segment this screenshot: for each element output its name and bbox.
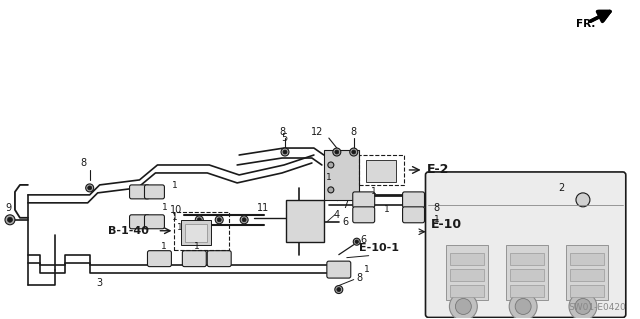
Circle shape (456, 299, 471, 315)
Bar (451, 285, 484, 297)
Bar (510, 285, 544, 297)
Circle shape (335, 286, 343, 293)
Circle shape (281, 148, 289, 156)
Circle shape (8, 217, 12, 222)
Text: 12: 12 (310, 127, 323, 137)
Circle shape (195, 216, 204, 224)
Text: E-2: E-2 (426, 163, 449, 176)
FancyBboxPatch shape (145, 215, 164, 229)
Bar (451, 253, 484, 265)
FancyBboxPatch shape (129, 185, 150, 199)
Bar (359, 155, 404, 185)
Text: 3: 3 (97, 278, 102, 287)
Bar (451, 269, 484, 281)
FancyBboxPatch shape (426, 172, 626, 317)
Text: 9: 9 (5, 203, 11, 213)
Text: 4: 4 (334, 210, 340, 220)
FancyBboxPatch shape (353, 192, 374, 208)
FancyBboxPatch shape (129, 215, 150, 229)
Circle shape (355, 240, 358, 243)
Circle shape (283, 150, 287, 154)
Circle shape (197, 218, 202, 222)
Text: 1: 1 (172, 182, 178, 190)
Text: 5: 5 (281, 133, 287, 143)
Circle shape (337, 287, 340, 292)
Text: 1: 1 (161, 242, 166, 251)
Text: 1: 1 (161, 203, 167, 212)
Text: 8: 8 (356, 272, 363, 283)
Circle shape (333, 148, 340, 156)
Text: 1: 1 (364, 265, 369, 274)
Text: 1: 1 (433, 215, 439, 224)
Bar (570, 285, 604, 297)
Circle shape (353, 238, 360, 245)
Circle shape (352, 150, 356, 154)
Circle shape (242, 218, 246, 222)
Text: 8: 8 (351, 127, 357, 137)
Circle shape (328, 187, 334, 193)
Circle shape (575, 299, 591, 315)
Bar (506, 245, 548, 300)
Circle shape (335, 150, 339, 154)
Circle shape (215, 216, 223, 224)
Bar (570, 253, 604, 265)
Bar (510, 253, 544, 265)
Text: 1: 1 (371, 187, 376, 197)
Circle shape (217, 218, 221, 222)
Text: B-1-40: B-1-40 (108, 226, 148, 236)
FancyBboxPatch shape (403, 207, 424, 223)
Circle shape (515, 299, 531, 315)
FancyBboxPatch shape (403, 192, 424, 208)
Text: SW01-E0420: SW01-E0420 (568, 303, 626, 312)
Text: 6: 6 (361, 235, 367, 245)
FancyBboxPatch shape (182, 251, 206, 267)
Text: 1: 1 (326, 174, 332, 182)
Circle shape (5, 215, 15, 225)
Bar (181, 220, 211, 245)
Circle shape (576, 193, 590, 207)
FancyBboxPatch shape (147, 251, 172, 267)
Text: 8: 8 (279, 127, 285, 137)
Circle shape (86, 184, 93, 192)
Bar (174, 212, 229, 250)
Bar (447, 245, 488, 300)
FancyBboxPatch shape (145, 185, 164, 199)
Bar (286, 200, 324, 242)
FancyArrowPatch shape (591, 11, 610, 21)
Circle shape (240, 216, 248, 224)
Text: 7: 7 (342, 200, 349, 210)
Bar (566, 245, 608, 300)
Text: 1: 1 (172, 213, 178, 222)
Circle shape (350, 148, 358, 156)
FancyBboxPatch shape (327, 261, 351, 278)
Text: 1: 1 (383, 205, 389, 214)
Text: 8: 8 (433, 203, 440, 213)
Bar (510, 269, 544, 281)
Circle shape (569, 293, 597, 319)
Text: 2: 2 (558, 183, 564, 193)
Circle shape (328, 162, 334, 168)
Bar (186, 224, 207, 242)
Bar (324, 150, 359, 200)
Text: 10: 10 (170, 205, 182, 215)
Circle shape (449, 293, 477, 319)
Text: 8: 8 (81, 158, 87, 168)
Circle shape (509, 293, 537, 319)
Bar (570, 269, 604, 281)
Text: E-10: E-10 (431, 218, 461, 231)
FancyBboxPatch shape (207, 251, 231, 267)
Text: E-10-1: E-10-1 (359, 243, 399, 253)
Text: 11: 11 (257, 203, 269, 213)
Text: FR.: FR. (576, 19, 595, 29)
Circle shape (88, 186, 92, 190)
Text: 1: 1 (177, 223, 182, 232)
Text: 1: 1 (195, 242, 200, 251)
Bar (365, 160, 396, 182)
Text: 6: 6 (342, 217, 349, 227)
FancyBboxPatch shape (353, 207, 374, 223)
